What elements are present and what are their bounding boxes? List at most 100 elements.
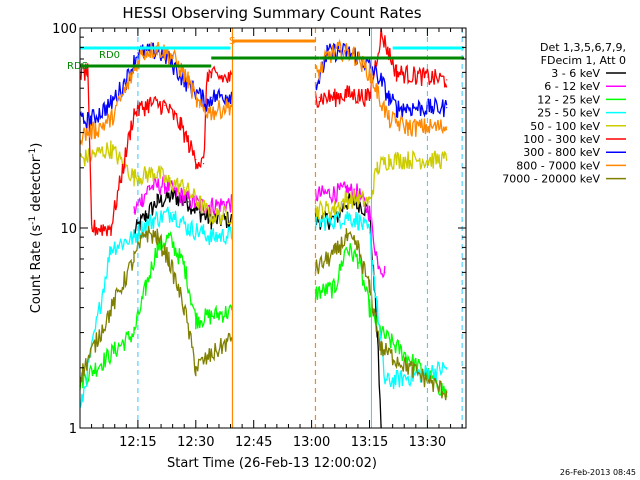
- y-tick-label: 1: [69, 422, 77, 437]
- data-point: [91, 227, 93, 229]
- data-point: [187, 198, 189, 200]
- series-1: [133, 174, 386, 279]
- data-point: [446, 126, 448, 128]
- data-point: [168, 236, 170, 238]
- data-point: [156, 246, 158, 248]
- data-point: [156, 171, 158, 173]
- data-point: [446, 158, 448, 161]
- data-point: [156, 201, 158, 203]
- series-line: [79, 206, 448, 409]
- data-point: [446, 79, 448, 81]
- x-tick-label: 13:15: [351, 435, 388, 450]
- data-point: [172, 195, 174, 197]
- x-tick-label: 13:30: [409, 435, 446, 450]
- data-point: [187, 227, 189, 229]
- data-point: [156, 236, 158, 238]
- data-point: [195, 198, 197, 200]
- timestamp-label: 26-Feb-2013 08:45: [560, 468, 636, 477]
- data-point: [368, 231, 371, 234]
- series-8: [79, 225, 448, 401]
- axes-layer: 12:15 12:30 12:45 13:00 13:15 13:30 1 10 100: [52, 22, 466, 450]
- legend-label: 6 - 12 keV: [544, 80, 600, 93]
- y-axis-label: Count Rate (s-1 detector-1): [28, 143, 44, 314]
- data-point: [357, 94, 359, 96]
- x-tick-label: 12:30: [177, 435, 214, 450]
- data-point: [210, 74, 212, 76]
- series-line: [133, 188, 382, 429]
- series-line: [133, 174, 386, 279]
- data-point: [133, 332, 135, 334]
- series-0: [133, 188, 382, 429]
- data-point: [195, 367, 197, 369]
- data-point: [388, 158, 390, 161]
- data-point: [125, 87, 127, 89]
- data-point: [388, 96, 390, 98]
- data-point: [148, 102, 151, 104]
- series-line: [79, 230, 448, 398]
- data-point: [187, 79, 189, 81]
- data-point: [210, 96, 212, 98]
- data-point: [368, 71, 371, 73]
- data-point: [345, 198, 347, 200]
- x-axis-label: Start Time (26-Feb-13 12:00:02): [167, 456, 377, 471]
- data-point: [345, 215, 347, 217]
- y-tick-label: 100: [52, 22, 77, 37]
- data-point: [407, 126, 409, 128]
- data-point: [110, 118, 112, 120]
- data-point: [94, 129, 96, 131]
- legend-label: 300 - 800 keV: [523, 146, 600, 159]
- data-point: [446, 367, 448, 369]
- s-annotation: S: [229, 36, 235, 47]
- data-point: [345, 189, 347, 191]
- data-point: [133, 176, 135, 178]
- data-point: [175, 192, 178, 194]
- data-point: [318, 71, 320, 73]
- series-line: [79, 225, 448, 401]
- data-point: [334, 208, 336, 210]
- data-point: [110, 102, 112, 104]
- series-line: [79, 38, 448, 146]
- data-point: [187, 201, 189, 203]
- data-point: [133, 236, 135, 238]
- data-point: [380, 31, 382, 34]
- data-point: [133, 258, 135, 260]
- x-tick-label: 12:15: [119, 435, 156, 450]
- data-point: [380, 332, 382, 334]
- data-point: [202, 163, 205, 165]
- data-point: [334, 219, 336, 221]
- legend-label: 12 - 25 keV: [537, 93, 600, 106]
- data-point: [164, 104, 166, 106]
- data-point: [345, 93, 347, 95]
- legend-label: 3 - 6 keV: [551, 67, 600, 80]
- data-point: [388, 118, 390, 120]
- data-point: [145, 287, 147, 289]
- data-point: [384, 381, 386, 383]
- data-point: [384, 271, 386, 273]
- data-point: [210, 236, 212, 238]
- data-point: [334, 96, 336, 98]
- x-tick-label: 13:00: [293, 435, 330, 450]
- data-point: [183, 264, 185, 266]
- data-point: [199, 211, 201, 213]
- data-point: [87, 71, 89, 73]
- data-point: [210, 204, 212, 206]
- data-point: [210, 215, 212, 217]
- data-point: [334, 252, 336, 254]
- data-point: [148, 186, 151, 188]
- x-tick-label: 12:45: [235, 435, 272, 450]
- data-point: [368, 287, 371, 289]
- data-point: [183, 307, 185, 309]
- data-point: [334, 192, 336, 194]
- data-point: [183, 186, 185, 188]
- legend-label: 50 - 100 keV: [530, 120, 600, 133]
- data-point: [206, 71, 208, 73]
- data-point: [395, 71, 398, 73]
- series-layer: [79, 27, 448, 429]
- data-point: [338, 50, 340, 52]
- legend-label: 800 - 7000 keV: [516, 159, 600, 172]
- data-point: [357, 198, 359, 200]
- data-point: [353, 53, 355, 55]
- data-point: [172, 55, 174, 58]
- data-point: [318, 96, 320, 98]
